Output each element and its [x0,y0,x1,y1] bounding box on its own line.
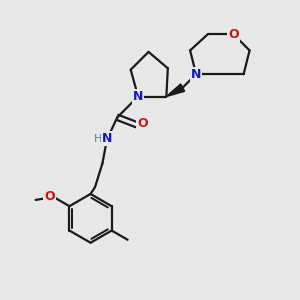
Text: N: N [133,90,143,103]
Text: H: H [94,134,102,144]
Text: O: O [137,117,148,130]
Polygon shape [166,84,185,97]
Text: O: O [228,28,238,40]
Text: O: O [44,190,55,203]
Text: N: N [191,68,201,81]
Text: N: N [102,132,113,145]
